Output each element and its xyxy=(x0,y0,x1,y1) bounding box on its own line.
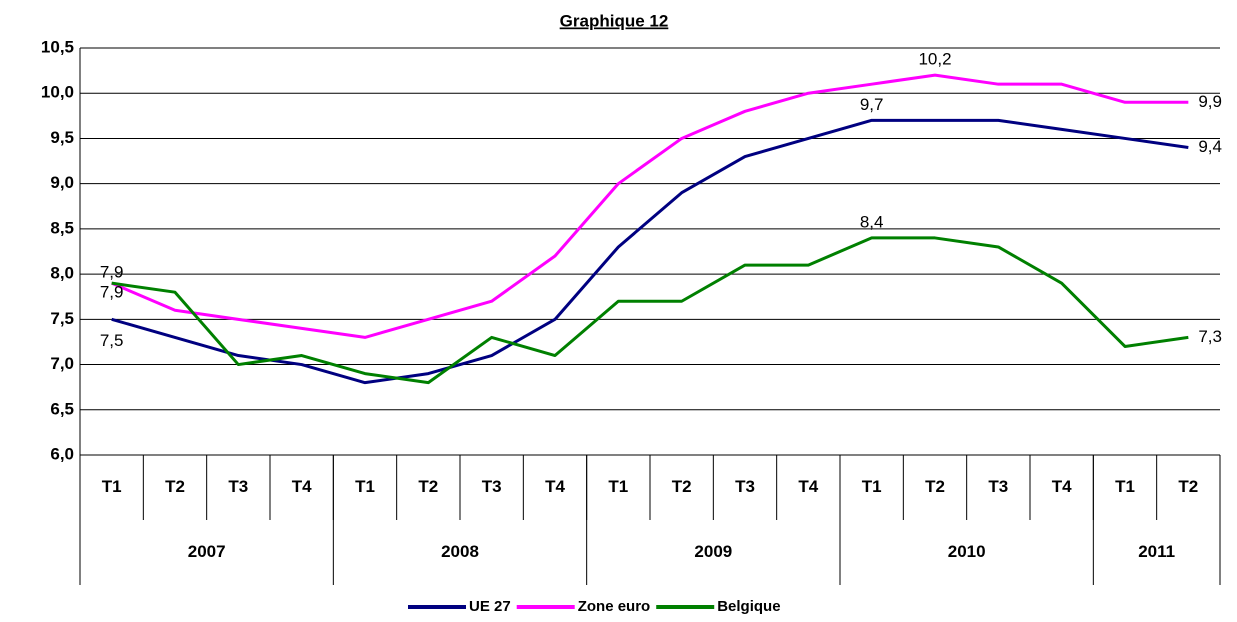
x-tick-label: T4 xyxy=(798,477,818,496)
y-tick-label: 6,5 xyxy=(50,399,74,418)
chart-title: Graphique 12 xyxy=(560,11,669,30)
group-label: 2009 xyxy=(694,542,732,561)
y-tick-label: 8,0 xyxy=(50,264,74,283)
legend-label: Zone euro xyxy=(578,598,651,615)
x-tick-label: T4 xyxy=(1052,477,1072,496)
legend-label: UE 27 xyxy=(469,598,511,615)
data-label: 9,4 xyxy=(1198,137,1222,156)
x-tick-label: T1 xyxy=(608,477,628,496)
x-tick-label: T1 xyxy=(355,477,375,496)
data-label: 10,2 xyxy=(918,50,951,69)
series-line xyxy=(111,118,1189,385)
data-label: 7,9 xyxy=(100,283,124,302)
data-label: 7,9 xyxy=(100,263,124,282)
data-label: 9,7 xyxy=(860,95,884,114)
y-tick-label: 7,0 xyxy=(50,354,74,373)
x-tick-label: T3 xyxy=(735,477,755,496)
x-tick-label: T1 xyxy=(1115,477,1135,496)
x-tick-label: T4 xyxy=(292,477,312,496)
x-tick-label: T2 xyxy=(165,477,185,496)
y-tick-label: 7,5 xyxy=(50,309,74,328)
x-tick-label: T1 xyxy=(862,477,882,496)
x-tick-label: T4 xyxy=(545,477,565,496)
x-tick-label: T1 xyxy=(102,477,122,496)
x-tick-label: T2 xyxy=(672,477,692,496)
y-tick-label: 8,5 xyxy=(50,218,74,237)
y-tick-label: 10,5 xyxy=(41,37,74,56)
y-tick-label: 9,0 xyxy=(50,173,74,192)
x-tick-label: T2 xyxy=(925,477,945,496)
y-tick-label: 9,5 xyxy=(50,128,74,147)
x-tick-label: T3 xyxy=(482,477,502,496)
data-label: 8,4 xyxy=(860,212,884,231)
data-label: 9,9 xyxy=(1198,92,1222,111)
group-label: 2008 xyxy=(441,542,479,561)
x-tick-label: T3 xyxy=(988,477,1008,496)
series-line xyxy=(111,73,1189,339)
series-line xyxy=(111,236,1189,385)
group-label: 2007 xyxy=(188,542,226,561)
x-tick-label: T2 xyxy=(1178,477,1198,496)
legend-label: Belgique xyxy=(717,598,780,615)
group-label: 2010 xyxy=(948,542,986,561)
x-tick-label: T3 xyxy=(228,477,248,496)
data-label: 7,5 xyxy=(100,331,124,350)
x-tick-label: T2 xyxy=(418,477,438,496)
y-tick-label: 10,0 xyxy=(41,83,74,102)
group-label: 2011 xyxy=(1138,542,1175,561)
y-tick-label: 6,0 xyxy=(50,444,74,463)
data-label: 7,3 xyxy=(1198,327,1222,346)
